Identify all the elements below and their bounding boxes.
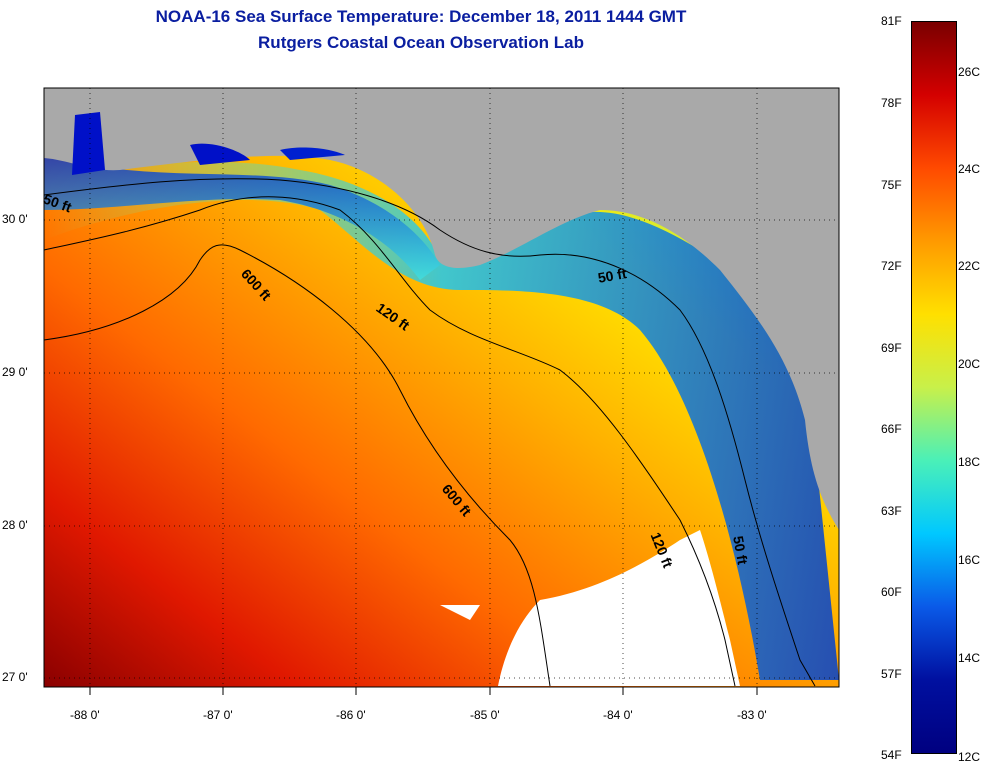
colorbar-f-label: 72F bbox=[881, 259, 902, 273]
colorbar-c-label: 20C bbox=[958, 357, 981, 371]
y-axis-label: 29 0' bbox=[2, 365, 28, 379]
colorbar-f-label: 78F bbox=[881, 96, 902, 110]
contour-120ft bbox=[43, 196, 736, 687]
colorbar-f-label: 63F bbox=[881, 504, 902, 518]
colorbar-f-label: 75F bbox=[881, 178, 902, 192]
y-axis-label: 30 0' bbox=[2, 212, 28, 226]
x-axis-label: -86 0' bbox=[336, 708, 366, 722]
colorbar-c-label: 22C bbox=[958, 259, 981, 273]
y-axis-label: 27 0' bbox=[2, 670, 28, 684]
cloud-gap bbox=[498, 530, 740, 686]
x-axis-label: -83 0' bbox=[737, 708, 767, 722]
y-axis-label: 28 0' bbox=[2, 518, 28, 532]
colorbar-c-label: 14C bbox=[958, 651, 981, 665]
x-axis-label: -84 0' bbox=[603, 708, 633, 722]
land-area bbox=[44, 88, 839, 530]
colorbar-c-label: 24C bbox=[958, 162, 981, 176]
x-axis-label: -88 0' bbox=[70, 708, 100, 722]
x-axis-label: -87 0' bbox=[203, 708, 233, 722]
sst-map bbox=[43, 87, 840, 695]
colorbar-f-label: 54F bbox=[881, 748, 902, 762]
map-subtitle: Rutgers Coastal Ocean Observation Lab bbox=[258, 33, 584, 52]
map-title: NOAA-16 Sea Surface Temperature: Decembe… bbox=[155, 7, 687, 26]
colorbar bbox=[911, 21, 957, 754]
colorbar-f-label: 81F bbox=[881, 14, 902, 28]
colorbar-c-label: 16C bbox=[958, 553, 981, 567]
colorbar-c-label: 26C bbox=[958, 65, 981, 79]
contour-50ft bbox=[43, 178, 816, 687]
colorbar-f-label: 69F bbox=[881, 341, 902, 355]
coastal-cool-band bbox=[44, 160, 839, 680]
x-axis-label: -85 0' bbox=[470, 708, 500, 722]
colorbar-c-label: 12C bbox=[958, 750, 981, 764]
contour-600ft bbox=[43, 244, 551, 687]
colorbar-c-label: 18C bbox=[958, 455, 981, 469]
colorbar-f-label: 66F bbox=[881, 422, 902, 436]
colorbar-f-label: 60F bbox=[881, 585, 902, 599]
colorbar-f-label: 57F bbox=[881, 667, 902, 681]
